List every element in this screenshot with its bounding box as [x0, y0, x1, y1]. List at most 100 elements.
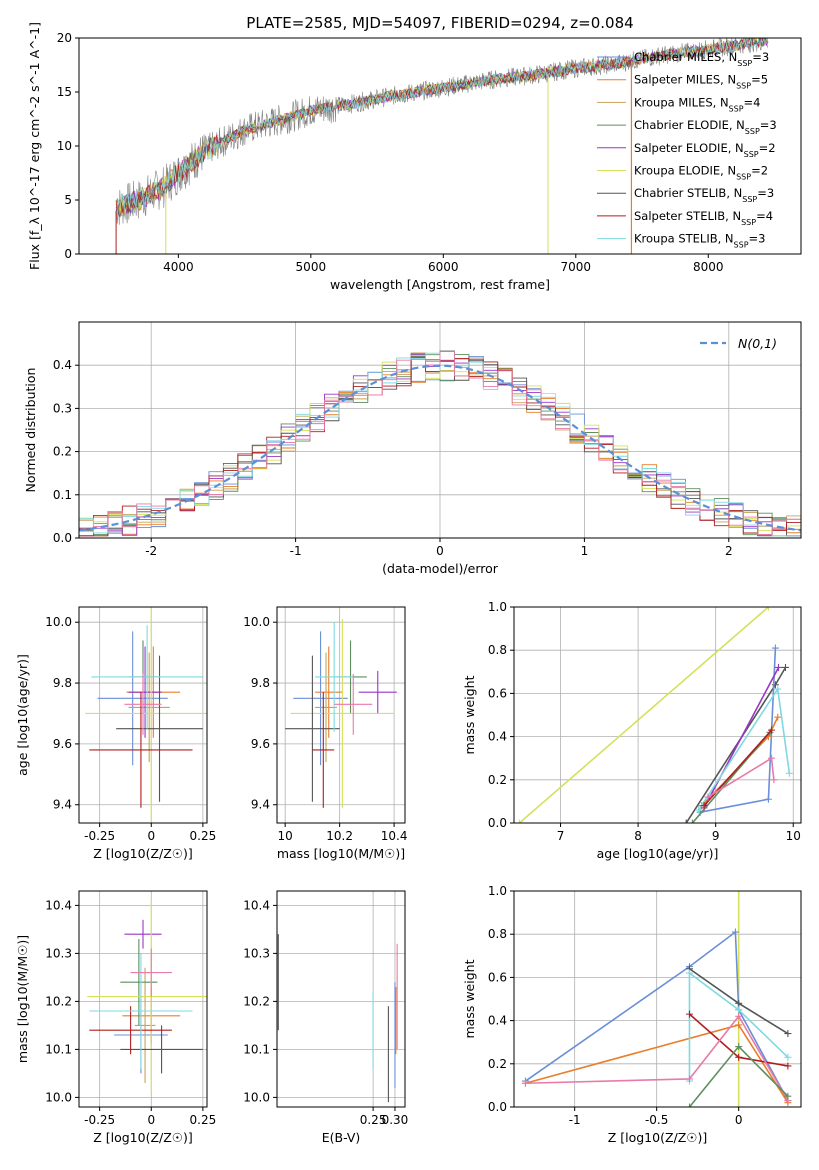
y-tick-label: 0.8 [488, 927, 507, 941]
y-tick-label: 10 [57, 139, 72, 153]
plot-area [85, 607, 207, 823]
y-tick-label: 0.2 [488, 1057, 507, 1071]
normal-curve [79, 364, 801, 532]
x-tick-label: 5000 [296, 260, 327, 274]
x-tick-label: 6000 [428, 260, 459, 274]
y-tick-label: 0.6 [488, 970, 507, 984]
data-point-marker [735, 1103, 743, 1107]
x-tick-label: 7000 [561, 260, 592, 274]
data-point-marker [775, 663, 783, 671]
y-tick-label: 0.1 [53, 488, 72, 502]
series-line [703, 729, 773, 807]
y-tick-label: 0.4 [488, 730, 507, 744]
y-tick-label: 10.0 [243, 615, 270, 629]
legend-label: Kroupa STELIB, NSSP=3 [634, 232, 765, 250]
data-point-marker [685, 969, 693, 977]
panel-weight-vs-Z: -1 -0.5 0 0.0 0.2 0.4 0.6 0.8 1.0 Z [log10(Z/Z☉)]… [462, 884, 802, 1145]
legend-label: Chabrier MILES, NSSP=3 [634, 50, 769, 68]
series-line [525, 1014, 789, 1101]
x-tick-label: 0.25 [190, 1113, 217, 1127]
panel-age-vs-mass: 10 10.2 10.4 9.4 9.6 9.8 10.0 mass [log10(M/M☉)… [243, 606, 407, 861]
x-tick-label: 10.2 [326, 829, 353, 843]
y-tick-label: 10.1 [45, 1042, 72, 1056]
x-tick-label: 8 [634, 829, 642, 843]
panel-mass-vs-ebv: 0.250.30 10.0 10.1 10.2 10.3 10.4 E(B-V) [243, 890, 408, 1145]
y-tick-label: 10.2 [243, 994, 270, 1008]
x-axis-label: Z [log10(Z/Z☉)] [93, 846, 193, 861]
legend-label: Kroupa MILES, NSSP=4 [634, 95, 760, 113]
x-tick-label: 0 [147, 1113, 155, 1127]
x-axis-label: wavelength [Angstrom, rest frame] [330, 277, 550, 292]
data-point-marker [785, 769, 793, 777]
x-tick-label: -0.5 [645, 1113, 668, 1127]
y-tick-label: 10.1 [243, 1042, 270, 1056]
data-point-marker [735, 1021, 743, 1029]
data-point-marker [735, 1043, 743, 1051]
y-tick-label: 20 [57, 31, 72, 45]
axes-frame [276, 606, 406, 824]
y-tick-label: 0 [64, 247, 72, 261]
data-point-marker [515, 819, 523, 823]
y-tick-label: 1.0 [488, 884, 507, 898]
y-tick-label: 10.4 [45, 898, 72, 912]
plot-area [521, 891, 792, 1107]
panel-mass-vs-Z: -0.25 0 0.25 10.0 10.1 10.2 10.3 10.4 Z [log10(Z… [15, 890, 217, 1145]
y-axis-label: mass weight [462, 675, 477, 754]
legend-label: Kroupa ELODIE, NSSP=2 [634, 164, 768, 182]
series-line [703, 667, 780, 809]
y-tick-label: 0.8 [488, 643, 507, 657]
legend-label: Salpeter MILES, NSSP=5 [634, 73, 768, 91]
data-point-marker [771, 644, 779, 652]
data-point-marker [784, 1053, 792, 1061]
legend-label: Chabrier STELIB, NSSP=3 [634, 186, 774, 204]
x-tick-label: -1 [569, 1113, 581, 1127]
axes-frame [513, 606, 802, 824]
x-tick-label: -0.25 [84, 1113, 115, 1127]
data-point-marker [735, 1006, 743, 1014]
x-axis-label: age [log10(age/yr)] [597, 846, 719, 861]
plot-area [87, 900, 207, 1093]
histogram-step [79, 351, 801, 535]
y-tick-label: 9.6 [251, 737, 270, 751]
data-point-marker [685, 1075, 693, 1083]
data-point-marker [784, 1062, 792, 1070]
y-axis-label: Flux [f_λ 10^-17 erg cm^-2 s^-1 A^-1] [27, 22, 42, 270]
y-tick-label: 0.4 [488, 1014, 507, 1028]
data-point-marker [768, 754, 776, 762]
data-point-marker [521, 1079, 529, 1087]
y-tick-label: 9.8 [53, 676, 72, 690]
y-tick-label: 0.0 [488, 1100, 507, 1114]
y-tick-label: 10.2 [45, 994, 72, 1008]
y-axis-label: Normed distribution [23, 368, 38, 493]
data-point-marker [784, 1030, 792, 1038]
data-point-marker [731, 928, 739, 936]
legend-label: Salpeter STELIB, NSSP=4 [634, 209, 773, 227]
x-tick-label: -2 [145, 544, 157, 558]
data-point-marker [735, 891, 743, 895]
histogram-step [79, 355, 801, 537]
x-axis-label: E(B-V) [322, 1130, 361, 1145]
data-point-marker [784, 1092, 792, 1100]
y-tick-label: 15 [57, 85, 72, 99]
y-tick-label: 10.0 [45, 615, 72, 629]
data-point-marker [774, 685, 782, 693]
y-axis-label: mass weight [462, 959, 477, 1038]
x-axis-label: mass [log10(M/M☉)] [277, 846, 405, 861]
x-axis-label: Z [log10(Z/Z☉)] [93, 1130, 193, 1145]
x-tick-label: -1 [290, 544, 302, 558]
data-point-marker [774, 713, 782, 721]
panel-spectrum: 4000 5000 6000 7000 8000 0 5 10 15 20 wavelength [… [27, 22, 802, 292]
data-point-marker [682, 819, 690, 823]
x-tick-label: 8000 [693, 260, 724, 274]
y-tick-label: 0.0 [53, 531, 72, 545]
data-point-marker [764, 607, 772, 611]
y-tick-label: 0.2 [488, 773, 507, 787]
panel-residuals: -2 -1 0 1 2 0.0 0.1 0.2 0.3 0.4 (data-model)/error… [23, 321, 802, 576]
legend-label: Chabrier ELODIE, NSSP=3 [634, 118, 777, 136]
y-tick-label: 0.3 [53, 401, 72, 415]
plot-area [79, 350, 801, 537]
plot-area [285, 619, 397, 808]
x-tick-label: 10 [786, 829, 801, 843]
